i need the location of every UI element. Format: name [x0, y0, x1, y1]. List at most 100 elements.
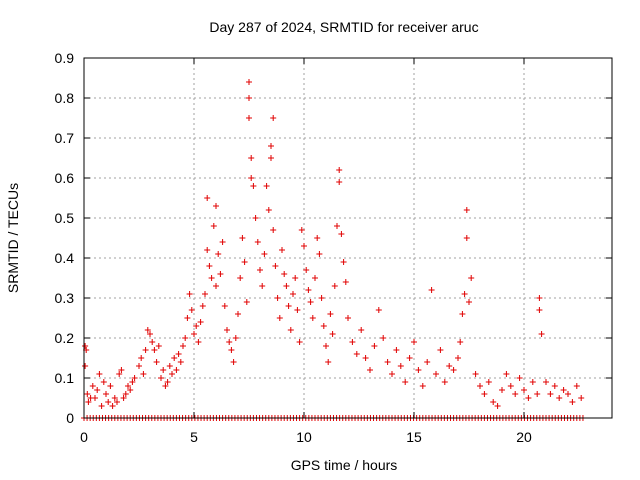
data-point	[336, 179, 343, 185]
data-point	[118, 367, 125, 373]
data-point	[151, 347, 158, 353]
data-point	[477, 383, 483, 389]
data-point	[565, 391, 571, 397]
data-point	[232, 335, 239, 341]
data-point	[270, 115, 277, 121]
x-tick-label: 20	[516, 429, 532, 445]
x-tick-label: 10	[296, 429, 312, 445]
data-point	[127, 387, 134, 393]
x-axis-label: GPS time / hours	[291, 457, 398, 473]
data-point	[263, 183, 270, 189]
data-point	[105, 399, 112, 405]
chart-title: Day 287 of 2024, SRMTID for receiver aru…	[209, 19, 478, 35]
data-point	[494, 403, 501, 409]
data-point	[82, 363, 89, 369]
data-point	[325, 359, 332, 365]
data-point	[215, 251, 222, 257]
data-point	[85, 399, 92, 405]
data-point	[100, 379, 107, 385]
data-point	[257, 267, 263, 273]
data-point	[246, 79, 252, 85]
data-point	[285, 303, 292, 309]
data-point	[210, 223, 217, 229]
data-point	[499, 387, 505, 393]
y-tick-label: 0.2	[55, 330, 75, 346]
data-point	[226, 339, 233, 345]
data-point	[547, 391, 554, 397]
data-point	[116, 371, 123, 377]
data-point	[96, 371, 103, 377]
y-tick-label: 0.3	[55, 290, 75, 306]
data-point	[92, 395, 98, 401]
data-point	[177, 359, 184, 365]
data-point	[375, 307, 382, 313]
data-point	[213, 203, 219, 209]
data-point	[228, 347, 235, 353]
data-point	[283, 283, 290, 289]
data-point	[182, 335, 189, 341]
data-point	[193, 323, 200, 329]
data-point	[309, 315, 316, 321]
data-point	[331, 283, 338, 289]
data-point	[142, 347, 149, 353]
data-point	[188, 307, 195, 313]
data-point	[272, 263, 279, 269]
data-point	[261, 251, 268, 257]
data-point	[314, 235, 321, 241]
data-points	[81, 79, 586, 421]
data-point	[353, 351, 360, 357]
data-point	[466, 299, 472, 305]
x-tick-label: 0	[80, 429, 88, 445]
data-point	[367, 367, 373, 373]
data-point	[402, 379, 409, 385]
y-tick-label: 0.1	[55, 370, 75, 386]
data-point	[199, 303, 206, 309]
data-point	[252, 215, 259, 221]
data-point	[362, 355, 369, 361]
data-point	[268, 155, 274, 161]
data-point	[397, 363, 404, 369]
y-tick-label: 0.6	[55, 170, 75, 186]
data-point	[459, 311, 466, 317]
data-point	[166, 363, 173, 369]
data-point	[164, 379, 171, 385]
data-point	[144, 327, 151, 333]
data-point	[538, 331, 545, 337]
data-point	[153, 359, 160, 365]
data-point	[197, 319, 204, 325]
data-point	[136, 363, 142, 369]
data-point	[296, 339, 303, 345]
data-point	[318, 295, 325, 301]
data-point	[175, 351, 182, 357]
data-point	[463, 207, 470, 213]
data-point	[184, 315, 191, 321]
data-point	[556, 395, 563, 401]
data-point	[140, 371, 147, 377]
data-point	[248, 175, 255, 181]
data-point	[349, 339, 356, 345]
y-tick-label: 0.7	[55, 130, 75, 146]
x-tick-label: 5	[190, 429, 198, 445]
data-point	[461, 291, 468, 297]
data-point	[195, 339, 202, 345]
data-point	[219, 239, 226, 245]
data-point	[406, 355, 413, 361]
data-point	[173, 367, 180, 373]
data-point	[450, 367, 457, 373]
data-point	[230, 359, 237, 365]
y-axis-label: SRMTID / TECUs	[5, 183, 21, 293]
data-point	[336, 167, 343, 173]
data-point	[103, 391, 109, 397]
data-point	[307, 299, 314, 305]
data-point	[129, 379, 136, 385]
data-point	[246, 115, 252, 121]
data-point	[441, 379, 448, 385]
data-point	[276, 315, 283, 321]
data-point	[560, 387, 567, 393]
data-point	[186, 291, 193, 297]
data-point	[512, 391, 519, 397]
data-point	[301, 243, 307, 249]
data-point	[94, 387, 101, 393]
data-point	[208, 275, 215, 281]
data-point	[536, 295, 543, 301]
